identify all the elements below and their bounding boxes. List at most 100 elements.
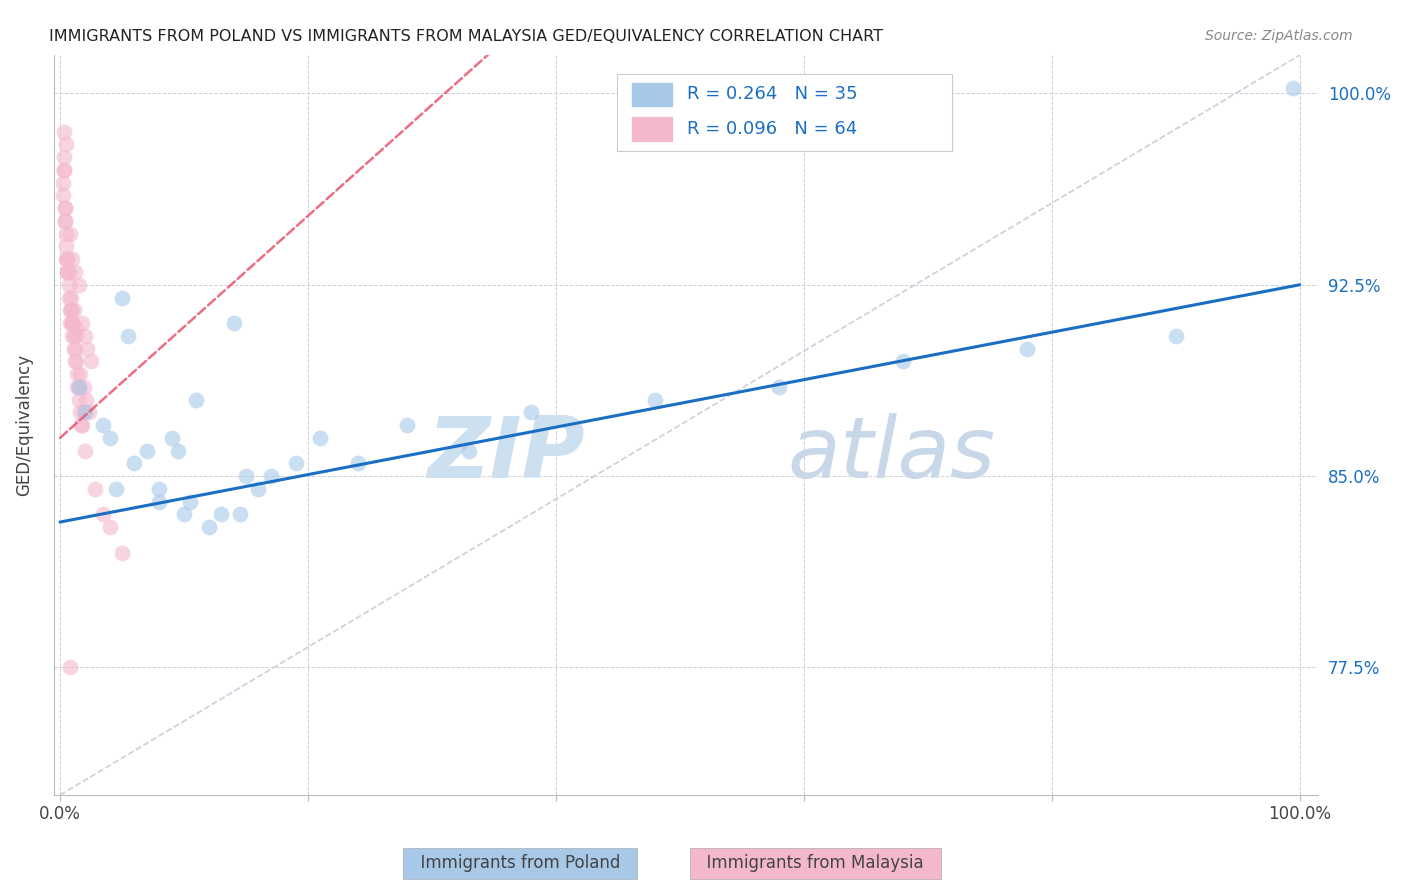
Point xyxy=(62,316,84,330)
Point xyxy=(62,252,84,267)
Point xyxy=(55,227,77,241)
Point xyxy=(111,291,134,305)
Point xyxy=(891,354,914,368)
Point xyxy=(1164,328,1187,343)
Point xyxy=(83,482,105,496)
Point xyxy=(53,214,76,228)
Point xyxy=(63,342,86,356)
Point xyxy=(346,456,368,470)
Point xyxy=(51,188,73,202)
Point xyxy=(229,508,252,522)
Point xyxy=(55,137,77,152)
Point xyxy=(67,380,90,394)
Point xyxy=(62,328,84,343)
Point xyxy=(77,405,100,419)
Point xyxy=(58,265,80,279)
Point xyxy=(69,367,91,381)
Point xyxy=(53,201,76,215)
Point xyxy=(1282,81,1305,95)
Point xyxy=(56,265,79,279)
Point xyxy=(53,201,76,215)
Point xyxy=(62,303,84,318)
Point xyxy=(55,252,77,267)
Point xyxy=(644,392,666,407)
Point xyxy=(179,494,201,508)
Point xyxy=(56,252,79,267)
Point xyxy=(65,354,87,368)
Point xyxy=(52,150,75,164)
Point xyxy=(69,405,91,419)
Text: ZIP: ZIP xyxy=(427,413,585,496)
Point xyxy=(67,380,90,394)
Point xyxy=(55,239,77,253)
Point xyxy=(284,456,307,470)
Point xyxy=(235,469,257,483)
Point xyxy=(80,354,103,368)
Point xyxy=(66,380,89,394)
Point xyxy=(124,456,146,470)
Point xyxy=(104,482,127,496)
Y-axis label: GED/Equivalency: GED/Equivalency xyxy=(15,354,32,496)
Point xyxy=(70,418,93,433)
Point xyxy=(166,443,188,458)
Point xyxy=(93,508,115,522)
Point xyxy=(458,443,481,458)
Text: Immigrants from Malaysia: Immigrants from Malaysia xyxy=(696,855,935,872)
Point xyxy=(52,163,75,178)
Point xyxy=(98,431,121,445)
Point xyxy=(160,431,183,445)
Text: R = 0.264   N = 35: R = 0.264 N = 35 xyxy=(688,86,858,103)
Point xyxy=(98,520,121,534)
Point xyxy=(56,252,79,267)
Point xyxy=(72,316,94,330)
Point xyxy=(58,291,80,305)
Point xyxy=(1015,342,1038,356)
Point xyxy=(62,328,84,343)
Point xyxy=(59,316,82,330)
Point xyxy=(76,342,98,356)
Point xyxy=(53,214,76,228)
Point xyxy=(66,367,89,381)
Point xyxy=(65,321,87,335)
Point xyxy=(63,354,86,368)
Point xyxy=(60,303,83,318)
Point xyxy=(62,316,84,330)
Point xyxy=(768,380,790,394)
Point xyxy=(59,227,82,241)
Text: atlas: atlas xyxy=(787,413,995,496)
Point xyxy=(56,265,79,279)
Point xyxy=(72,418,94,433)
Point xyxy=(63,265,86,279)
Point xyxy=(60,291,83,305)
Point xyxy=(73,405,96,419)
Text: R = 0.096   N = 64: R = 0.096 N = 64 xyxy=(688,120,858,138)
Point xyxy=(75,392,97,407)
Point xyxy=(51,176,73,190)
Point xyxy=(60,303,83,318)
Point xyxy=(93,418,115,433)
Point xyxy=(59,660,82,674)
Point xyxy=(148,482,170,496)
Text: Immigrants from Poland: Immigrants from Poland xyxy=(409,855,631,872)
Point xyxy=(111,546,134,560)
Point xyxy=(222,316,245,330)
Point xyxy=(65,328,87,343)
Text: Source: ZipAtlas.com: Source: ZipAtlas.com xyxy=(1205,29,1353,43)
Point xyxy=(396,418,419,433)
Point xyxy=(247,482,270,496)
Point xyxy=(52,125,75,139)
FancyBboxPatch shape xyxy=(631,83,672,106)
Point xyxy=(72,405,94,419)
Point xyxy=(148,494,170,508)
FancyBboxPatch shape xyxy=(631,117,672,141)
Point xyxy=(197,520,219,534)
Point xyxy=(62,316,84,330)
Point xyxy=(73,328,96,343)
Point xyxy=(67,277,90,292)
Point xyxy=(59,303,82,318)
Text: IMMIGRANTS FROM POLAND VS IMMIGRANTS FROM MALAYSIA GED/EQUIVALENCY CORRELATION C: IMMIGRANTS FROM POLAND VS IMMIGRANTS FRO… xyxy=(49,29,883,44)
Point xyxy=(58,277,80,292)
Point xyxy=(73,443,96,458)
Point xyxy=(135,443,157,458)
Point xyxy=(62,342,84,356)
